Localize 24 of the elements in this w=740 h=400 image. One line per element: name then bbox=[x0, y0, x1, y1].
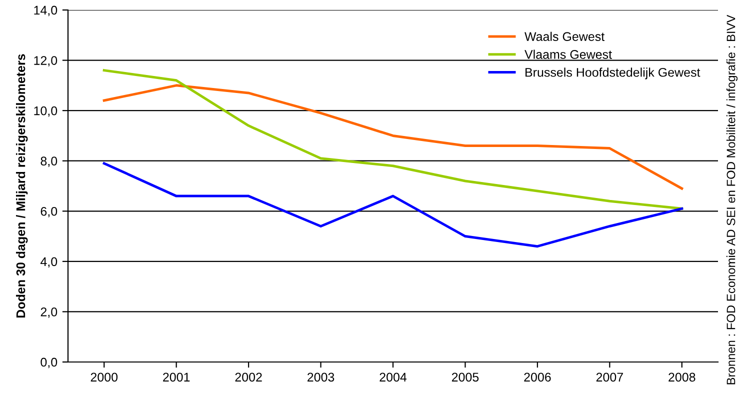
y-tick-label: 2,0 bbox=[40, 308, 58, 318]
y-tick-label: 14,0 bbox=[34, 6, 58, 16]
legend-label: Brussels Hoofdstedelijk Gewest bbox=[526, 68, 700, 80]
y-tick-label: 8,0 bbox=[40, 156, 58, 167]
line-series bbox=[102, 162, 684, 248]
x-tick-label: 2002 bbox=[235, 372, 262, 382]
y-axis-title: Doden 30 dagen / Miljard reizigerskilometers bbox=[16, 54, 28, 318]
y-tick-label: 0,0 bbox=[40, 358, 58, 368]
legend-label: Waals Gewest bbox=[524, 32, 605, 41]
x-tick-label: 2004 bbox=[380, 372, 407, 382]
x-tick-label: 2006 bbox=[524, 372, 551, 382]
x-tick-label: 2007 bbox=[596, 372, 623, 382]
y-tick-label: 10,0 bbox=[34, 106, 58, 117]
legend-label: Vlaams Gewest bbox=[524, 50, 612, 59]
y-tick-label: 6,0 bbox=[40, 206, 58, 218]
x-tick-label: 2005 bbox=[452, 372, 479, 382]
text: Bronnen : FOD Economie AD SEI en FOD Mobiliteit / infografie : BIVV bbox=[726, 14, 738, 384]
x-tick-label: 2003 bbox=[308, 372, 334, 382]
x-tick-label: 2008 bbox=[668, 372, 696, 382]
y-tick-label: 12,0 bbox=[34, 56, 58, 66]
x-tick-label: 2001 bbox=[163, 372, 190, 382]
x-tick-label: 2000 bbox=[90, 372, 118, 382]
y-tick-label: 4,0 bbox=[40, 257, 58, 268]
line-series bbox=[102, 84, 684, 190]
